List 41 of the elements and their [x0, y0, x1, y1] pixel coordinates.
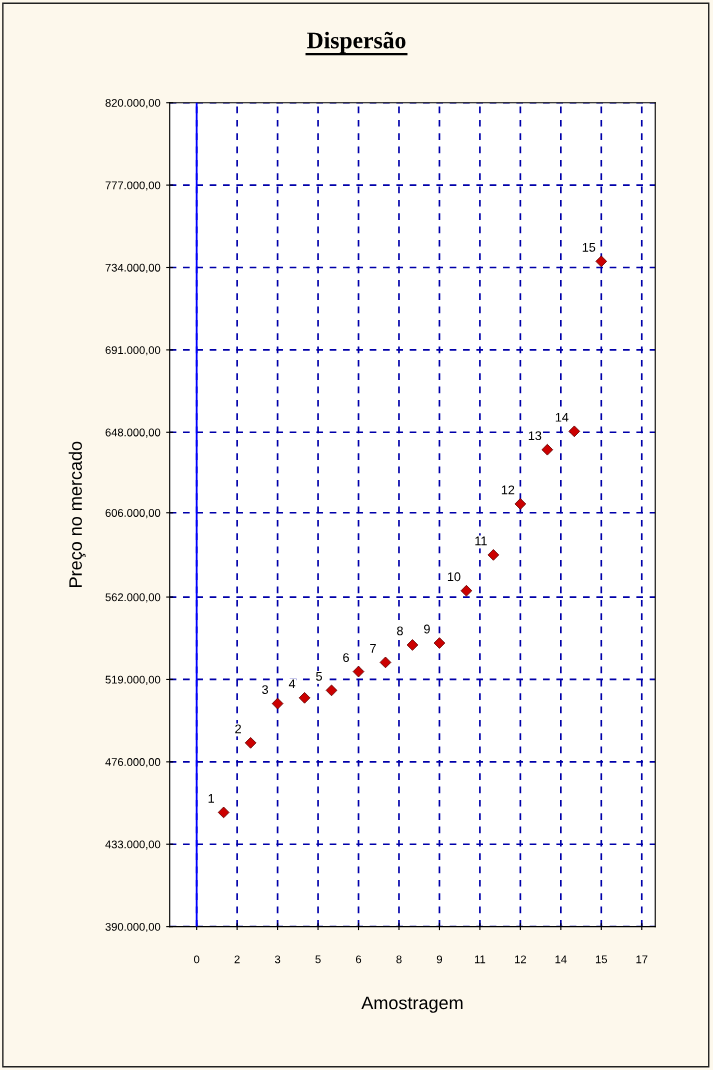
- y-tick-label: 476.000,00: [105, 758, 161, 768]
- annotation: 11: [475, 536, 487, 546]
- y-tick-label: 820.000,00: [105, 98, 161, 109]
- y-tick-label: 734.000,00: [105, 263, 161, 273]
- y-tick-label: 777.000,00: [105, 181, 161, 191]
- annotation: 9: [424, 624, 430, 634]
- y-tick-label: 562.000,00: [105, 593, 161, 603]
- x-tick-label: 8: [396, 955, 402, 964]
- x-tick-label: 11: [474, 955, 486, 964]
- x-tick-label: 6: [356, 955, 362, 964]
- x-tick-label: 2: [234, 955, 240, 964]
- x-tick-label: 9: [436, 955, 443, 964]
- annotation: 10: [447, 572, 461, 582]
- x-tick-label: 14: [555, 955, 567, 964]
- y-tick-label: 519.000,00: [105, 675, 161, 685]
- y-tick-label: 390.000,00: [105, 922, 161, 933]
- annotation: 6: [343, 653, 349, 662]
- annotation: 13: [528, 431, 542, 441]
- y-tick-label: 648.000,00: [105, 428, 161, 438]
- y-tick-label: 691.000,00: [105, 346, 161, 356]
- x-tick-label: 5: [315, 955, 321, 964]
- annotation: 15: [582, 243, 596, 252]
- y-tick-label: 606.000,00: [105, 509, 161, 519]
- x-tick-label: 12: [515, 955, 526, 964]
- annotation: 12: [501, 485, 515, 495]
- annotation: 14: [555, 413, 569, 422]
- x-tick-label: 3: [274, 955, 281, 964]
- y-axis-title: Preço no mercado: [68, 441, 86, 587]
- x-tick-label: 15: [595, 955, 608, 964]
- annotation: 2: [235, 724, 241, 734]
- x-tick-label: 17: [636, 955, 648, 964]
- annotation: 7: [370, 644, 376, 653]
- annotation: 4: [288, 679, 296, 689]
- annotation: 3: [262, 685, 269, 694]
- annotation: 1: [208, 794, 215, 803]
- chart-title: Dispersão: [307, 31, 406, 54]
- x-tick-label: 0: [194, 955, 200, 964]
- x-axis-title: Amostragem: [361, 996, 463, 1013]
- annotation: 8: [397, 626, 403, 636]
- y-tick-label: 433.000,00: [105, 840, 161, 850]
- annotation: 5: [316, 672, 322, 681]
